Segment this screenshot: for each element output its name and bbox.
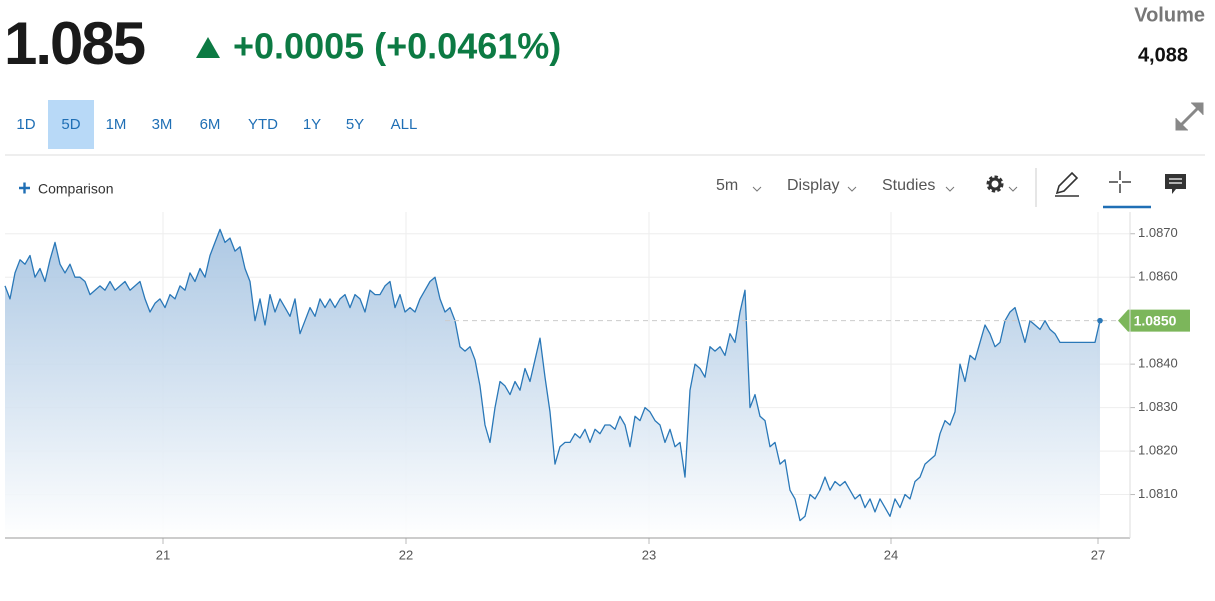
range-label: 5D xyxy=(61,116,80,133)
range-button[interactable]: 5D xyxy=(48,100,94,149)
y-tick-label: 1.0870 xyxy=(1138,225,1178,240)
price: 1.085 xyxy=(4,10,145,77)
range-highlight xyxy=(48,100,94,149)
x-tick-label: 23 xyxy=(642,547,656,562)
display-label: Display xyxy=(787,177,839,194)
price-chart: 1.0810 1.0820 1.0830 1.0840 1.0860 1.0870 21 22… xyxy=(4,212,1190,562)
studies-menu[interactable]: Studies xyxy=(882,177,955,194)
interval-menu[interactable]: 5m xyxy=(716,177,762,194)
studies-label: Studies xyxy=(882,177,935,194)
chevron xyxy=(847,186,857,192)
expand-button[interactable] xyxy=(1175,102,1204,131)
comment-button[interactable] xyxy=(1165,174,1186,194)
y-tick-label: 1.0820 xyxy=(1138,443,1178,458)
plus-icon xyxy=(19,182,30,194)
price-line xyxy=(4,228,1101,522)
y-tick-label: 1.0840 xyxy=(1138,356,1178,371)
price-area xyxy=(5,229,1100,538)
last-price-badge xyxy=(1118,309,1190,332)
range-button[interactable]: 3M xyxy=(152,116,173,133)
chevron xyxy=(945,186,955,192)
range-button[interactable]: 6M xyxy=(200,116,221,133)
range-label: 1M xyxy=(106,116,127,133)
y-tick-label: 1.0860 xyxy=(1138,269,1178,284)
range-button[interactable]: 1D xyxy=(16,116,35,133)
range-button[interactable]: ALL xyxy=(391,116,418,133)
y-tick-label: 1.0830 xyxy=(1138,399,1178,414)
draw-button[interactable] xyxy=(1055,171,1079,197)
range-label: YTD xyxy=(248,116,278,133)
y-tick-label: 1.0810 xyxy=(1138,486,1178,501)
range-button[interactable]: 1M xyxy=(106,116,127,133)
comparison-button[interactable]: Comparison xyxy=(19,181,113,197)
display-menu[interactable]: Display xyxy=(787,177,857,194)
volume-value: 4,088 xyxy=(1138,44,1188,66)
range-label: 5Y xyxy=(346,116,364,133)
range-button[interactable]: 5Y xyxy=(346,116,364,133)
x-tick-label: 21 xyxy=(156,547,170,562)
range-label: 6M xyxy=(200,116,221,133)
up-arrow xyxy=(196,37,220,58)
change: +0.0005 (+0.0461%) xyxy=(233,26,561,67)
range-label: ALL xyxy=(391,116,418,133)
comparison-label: Comparison xyxy=(38,181,113,197)
x-tick-label: 22 xyxy=(399,547,413,562)
crosshair-button[interactable] xyxy=(1103,171,1151,209)
x-tick-label: 27 xyxy=(1091,547,1105,562)
x-tick-label: 24 xyxy=(884,547,898,562)
range-button[interactable]: YTD xyxy=(248,116,278,133)
settings-button[interactable] xyxy=(986,175,1018,193)
last-price-label: 1.0850 xyxy=(1134,312,1177,328)
interval-label: 5m xyxy=(716,177,738,194)
volume-label: Volume xyxy=(1134,4,1205,26)
chevron xyxy=(752,186,762,192)
range-label: 1D xyxy=(16,116,35,133)
last-point xyxy=(1097,317,1103,324)
range-label: 1Y xyxy=(303,116,321,133)
range-button[interactable]: 1Y xyxy=(303,116,321,133)
range-label: 3M xyxy=(152,116,173,133)
range-selector: 1D 5D 1M 3M 6M YTD 1Y 5Y ALL xyxy=(16,100,417,149)
